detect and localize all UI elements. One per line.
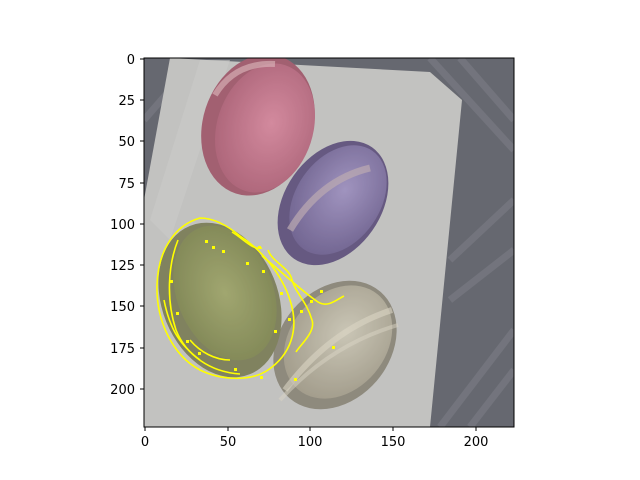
photo-image — [144, 58, 514, 427]
y-tick-label: 25 — [118, 94, 135, 109]
purple-macaron — [277, 140, 389, 266]
x-tick-label: 50 — [220, 435, 237, 450]
x-tick-label: 0 — [141, 435, 149, 450]
x-axis: 0 50 100 150 200 — [141, 427, 489, 450]
axes-frame — [143, 57, 515, 428]
y-tick-label: 175 — [110, 342, 135, 357]
y-tick-label: 50 — [118, 135, 135, 150]
pink-macaron — [201, 58, 315, 196]
y-axis: 0 25 50 75 100 125 150 175 200 — [110, 53, 144, 398]
segmentation-contour-overlay — [156, 217, 345, 380]
y-tick-label: 75 — [118, 177, 135, 192]
y-tick-label: 200 — [110, 383, 135, 398]
y-tick-label: 125 — [110, 259, 135, 274]
y-tick-label: 150 — [110, 300, 135, 315]
cream-macaron — [273, 280, 399, 410]
x-tick-label: 100 — [298, 435, 323, 450]
segmentation-speckles — [170, 240, 335, 381]
y-tick-label: 100 — [110, 218, 135, 233]
x-tick-label: 200 — [464, 435, 489, 450]
y-tick-label: 0 — [127, 53, 135, 68]
green-macaron — [158, 222, 282, 378]
x-tick-label: 150 — [381, 435, 406, 450]
